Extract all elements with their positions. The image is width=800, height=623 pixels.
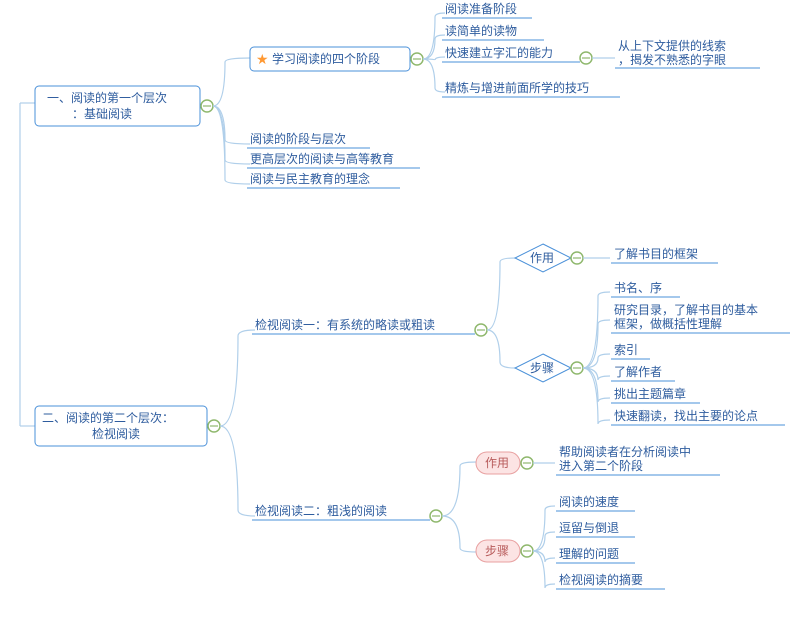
expand-toggle-purpose1[interactable] — [571, 252, 583, 264]
star-icon: ★ — [256, 51, 269, 67]
expand-toggle-purpose2[interactable] — [521, 457, 533, 469]
node-st2-1[interactable]: 阅读的速度 — [559, 494, 619, 509]
expand-toggle-root1[interactable] — [201, 100, 213, 112]
node-purpose2-label: 作用 — [485, 456, 509, 470]
node-s4[interactable]: 精炼与增进前面所学的技巧 — [445, 80, 589, 95]
node-s1[interactable]: 阅读准备阶段 — [445, 1, 517, 16]
node-st2-3[interactable]: 理解的问题 — [559, 546, 619, 561]
node-r1c[interactable]: 阅读与民主教育的理念 — [250, 171, 370, 186]
expand-toggle-stages[interactable] — [411, 53, 423, 65]
node-steps1-label: 步骤 — [530, 361, 554, 375]
node-r1b[interactable]: 更高层次的阅读与高等教育 — [250, 151, 394, 166]
expand-toggle-insp2[interactable] — [430, 510, 442, 522]
node-p1[interactable]: 了解书目的框架 — [614, 246, 698, 261]
node-stages-label: 学习阅读的四个阶段 — [272, 51, 380, 66]
expand-toggle-s3[interactable] — [580, 52, 592, 64]
expand-toggle-steps2[interactable] — [521, 545, 533, 557]
node-st2[interactable]: 研究目录，了解书目的基本框架，做概括性理解 — [614, 302, 758, 331]
node-steps2-label: 步骤 — [485, 544, 509, 558]
expand-toggle-steps1[interactable] — [571, 362, 583, 374]
node-st2-2[interactable]: 逗留与倒退 — [559, 521, 619, 535]
expand-toggle-root2[interactable] — [208, 420, 220, 432]
node-r1a[interactable]: 阅读的阶段与层次 — [250, 131, 346, 146]
node-insp2[interactable]: 检视阅读二：粗浅的阅读 — [255, 503, 387, 518]
mindmap-canvas: 一、阅读的第一个层次：基础阅读 ★ 学习阅读的四个阶段 阅读准备阶段 读简单的读… — [0, 0, 800, 623]
node-st5[interactable]: 挑出主题篇章 — [614, 386, 686, 401]
node-st3[interactable]: 索引 — [614, 343, 638, 357]
node-p2[interactable]: 帮助阅读者在分析阅读中进入第二个阶段 — [559, 444, 691, 473]
node-st6[interactable]: 快速翻读，找出主要的论点 — [614, 408, 758, 423]
node-s3-note: 从上下文提供的线索，揭发不熟悉的字眼 — [618, 38, 726, 67]
node-st4[interactable]: 了解作者 — [614, 365, 662, 379]
node-purpose1-label: 作用 — [530, 251, 554, 265]
node-st1[interactable]: 书名、序 — [614, 280, 662, 295]
node-st2-4[interactable]: 检视阅读的摘要 — [559, 572, 643, 587]
node-s2[interactable]: 读简单的读物 — [445, 23, 517, 38]
node-s3[interactable]: 快速建立字汇的能力 — [445, 45, 553, 60]
node-insp1[interactable]: 检视阅读一：有系统的略读或粗读 — [255, 317, 435, 332]
expand-toggle-insp1[interactable] — [475, 324, 487, 336]
